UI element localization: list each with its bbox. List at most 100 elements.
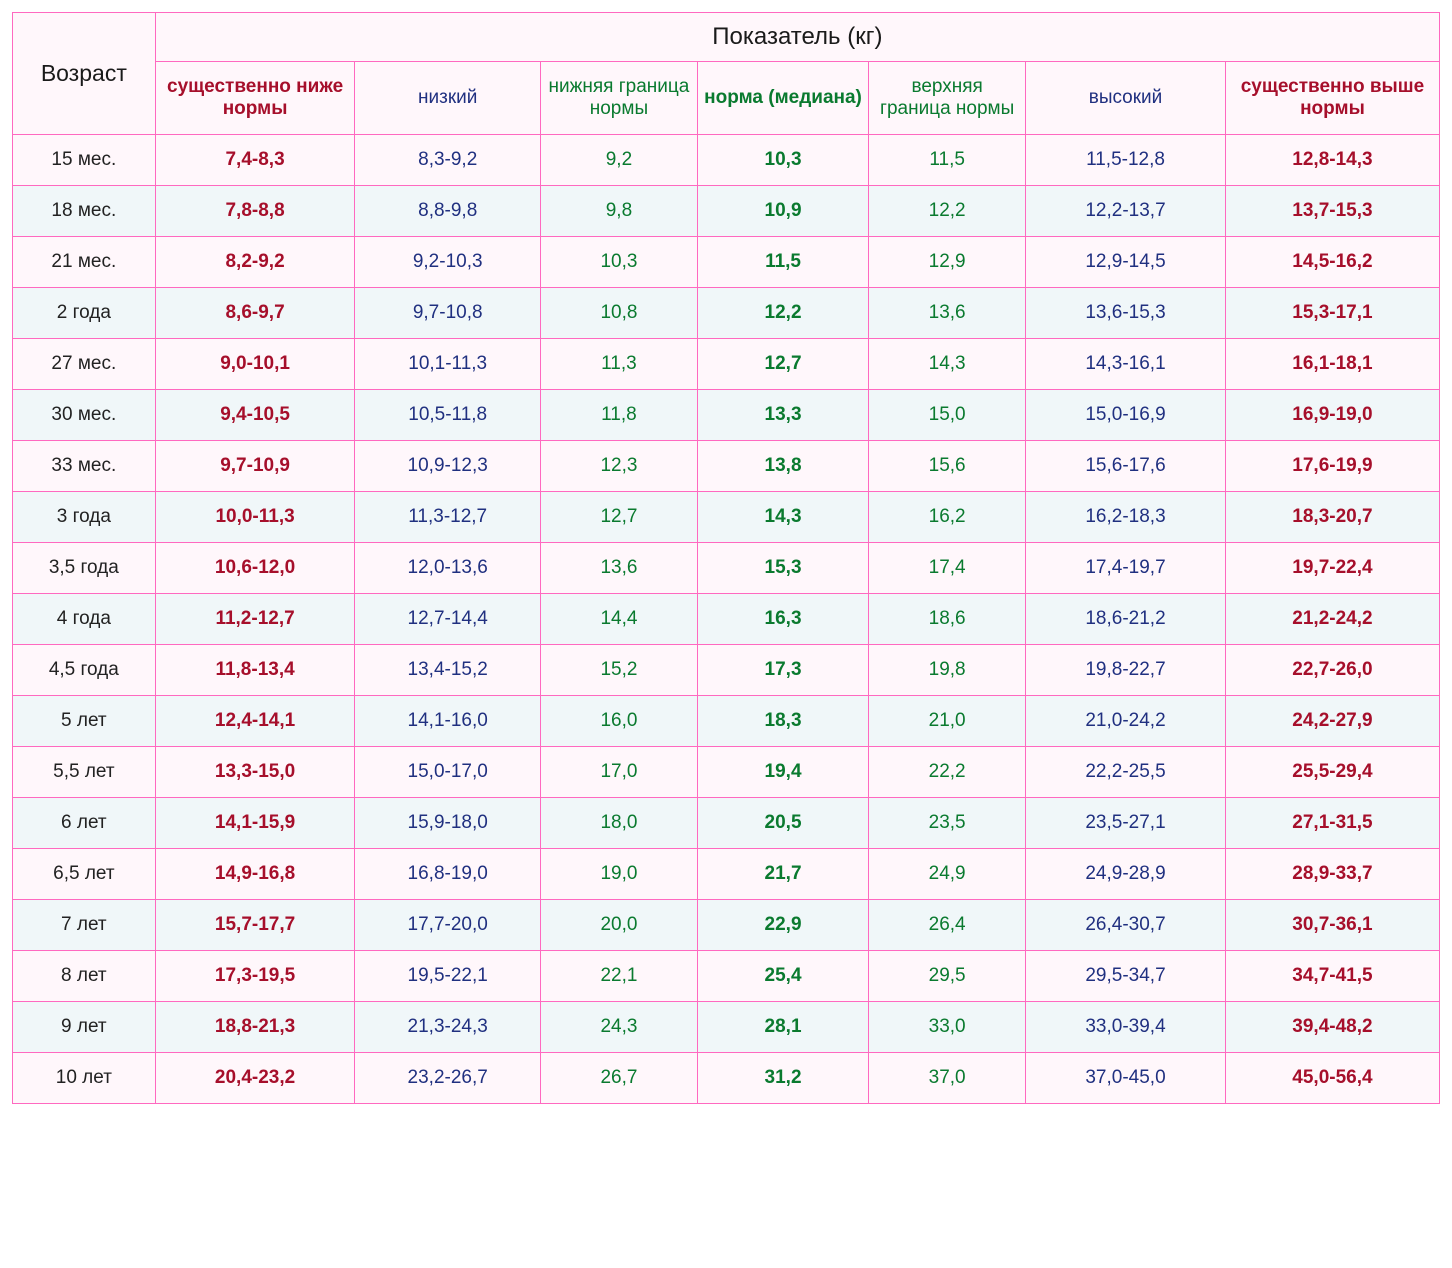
- cell-value: 20,0: [540, 900, 697, 951]
- cell-value: 13,3: [697, 390, 868, 441]
- cell-value: 9,7-10,9: [155, 441, 355, 492]
- cell-age: 4 года: [13, 594, 156, 645]
- table-row: 15 мес.7,4-8,38,3-9,29,210,311,511,5-12,…: [13, 135, 1440, 186]
- cell-value: 10,3: [697, 135, 868, 186]
- cell-value: 12,2-13,7: [1026, 186, 1226, 237]
- weight-by-age-table: Возраст Показатель (кг) существенно ниже…: [12, 12, 1440, 1104]
- cell-value: 10,5-11,8: [355, 390, 541, 441]
- cell-age: 3 года: [13, 492, 156, 543]
- cell-age: 10 лет: [13, 1053, 156, 1104]
- cell-age: 18 мес.: [13, 186, 156, 237]
- cell-value: 22,2: [869, 747, 1026, 798]
- table-body: 15 мес.7,4-8,38,3-9,29,210,311,511,5-12,…: [13, 135, 1440, 1104]
- cell-value: 37,0: [869, 1053, 1026, 1104]
- cell-value: 12,7: [540, 492, 697, 543]
- cell-value: 14,1-15,9: [155, 798, 355, 849]
- cell-value: 18,3: [697, 696, 868, 747]
- header-col-2: нижняя граница нормы: [540, 62, 697, 135]
- cell-value: 24,3: [540, 1002, 697, 1053]
- cell-value: 21,3-24,3: [355, 1002, 541, 1053]
- cell-age: 6,5 лет: [13, 849, 156, 900]
- header-col-3: норма (медиана): [697, 62, 868, 135]
- cell-value: 29,5-34,7: [1026, 951, 1226, 1002]
- cell-value: 10,3: [540, 237, 697, 288]
- cell-value: 45,0-56,4: [1225, 1053, 1439, 1104]
- cell-value: 15,0-17,0: [355, 747, 541, 798]
- header-col-1: низкий: [355, 62, 541, 135]
- cell-value: 11,8-13,4: [155, 645, 355, 696]
- cell-value: 12,7: [697, 339, 868, 390]
- cell-age: 6 лет: [13, 798, 156, 849]
- cell-age: 21 мес.: [13, 237, 156, 288]
- cell-value: 8,2-9,2: [155, 237, 355, 288]
- cell-value: 15,2: [540, 645, 697, 696]
- cell-value: 17,3-19,5: [155, 951, 355, 1002]
- table-row: 30 мес.9,4-10,510,5-11,811,813,315,015,0…: [13, 390, 1440, 441]
- cell-value: 21,7: [697, 849, 868, 900]
- cell-value: 18,3-20,7: [1225, 492, 1439, 543]
- cell-value: 15,9-18,0: [355, 798, 541, 849]
- cell-value: 33,0: [869, 1002, 1026, 1053]
- cell-value: 8,8-9,8: [355, 186, 541, 237]
- cell-value: 10,9: [697, 186, 868, 237]
- cell-value: 17,4-19,7: [1026, 543, 1226, 594]
- cell-value: 10,1-11,3: [355, 339, 541, 390]
- table-row: 3 года10,0-11,311,3-12,712,714,316,216,2…: [13, 492, 1440, 543]
- cell-age: 2 года: [13, 288, 156, 339]
- cell-value: 28,9-33,7: [1225, 849, 1439, 900]
- cell-age: 27 мес.: [13, 339, 156, 390]
- cell-value: 17,6-19,9: [1225, 441, 1439, 492]
- cell-value: 16,9-19,0: [1225, 390, 1439, 441]
- table-row: 6 лет14,1-15,915,9-18,018,020,523,523,5-…: [13, 798, 1440, 849]
- cell-value: 28,1: [697, 1002, 868, 1053]
- cell-value: 18,6-21,2: [1026, 594, 1226, 645]
- cell-value: 14,3: [869, 339, 1026, 390]
- cell-value: 12,2: [697, 288, 868, 339]
- cell-age: 3,5 года: [13, 543, 156, 594]
- cell-value: 37,0-45,0: [1026, 1053, 1226, 1104]
- cell-value: 13,8: [697, 441, 868, 492]
- cell-value: 18,6: [869, 594, 1026, 645]
- cell-value: 15,7-17,7: [155, 900, 355, 951]
- cell-value: 16,2-18,3: [1026, 492, 1226, 543]
- table-row: 5,5 лет13,3-15,015,0-17,017,019,422,222,…: [13, 747, 1440, 798]
- table-row: 3,5 года10,6-12,012,0-13,613,615,317,417…: [13, 543, 1440, 594]
- table-row: 27 мес.9,0-10,110,1-11,311,312,714,314,3…: [13, 339, 1440, 390]
- cell-value: 25,5-29,4: [1225, 747, 1439, 798]
- cell-value: 23,5-27,1: [1026, 798, 1226, 849]
- cell-value: 25,4: [697, 951, 868, 1002]
- cell-value: 19,0: [540, 849, 697, 900]
- cell-value: 9,0-10,1: [155, 339, 355, 390]
- cell-value: 27,1-31,5: [1225, 798, 1439, 849]
- cell-value: 16,1-18,1: [1225, 339, 1439, 390]
- cell-value: 13,4-15,2: [355, 645, 541, 696]
- table-row: 10 лет20,4-23,223,2-26,726,731,237,037,0…: [13, 1053, 1440, 1104]
- cell-value: 17,7-20,0: [355, 900, 541, 951]
- cell-value: 11,8: [540, 390, 697, 441]
- cell-value: 12,0-13,6: [355, 543, 541, 594]
- header-col-5: высокий: [1026, 62, 1226, 135]
- cell-value: 16,2: [869, 492, 1026, 543]
- cell-age: 4,5 года: [13, 645, 156, 696]
- cell-value: 11,3: [540, 339, 697, 390]
- cell-value: 23,2-26,7: [355, 1053, 541, 1104]
- cell-age: 9 лет: [13, 1002, 156, 1053]
- cell-value: 12,7-14,4: [355, 594, 541, 645]
- table-row: 18 мес.7,8-8,88,8-9,89,810,912,212,2-13,…: [13, 186, 1440, 237]
- table-row: 4 года11,2-12,712,7-14,414,416,318,618,6…: [13, 594, 1440, 645]
- table-header: Возраст Показатель (кг) существенно ниже…: [13, 13, 1440, 135]
- header-col-6: существенно выше нормы: [1225, 62, 1439, 135]
- cell-value: 15,6-17,6: [1026, 441, 1226, 492]
- cell-value: 24,9: [869, 849, 1026, 900]
- cell-age: 7 лет: [13, 900, 156, 951]
- cell-age: 5,5 лет: [13, 747, 156, 798]
- cell-value: 12,4-14,1: [155, 696, 355, 747]
- cell-value: 13,7-15,3: [1225, 186, 1439, 237]
- cell-value: 18,8-21,3: [155, 1002, 355, 1053]
- cell-value: 31,2: [697, 1053, 868, 1104]
- cell-value: 22,9: [697, 900, 868, 951]
- cell-value: 10,8: [540, 288, 697, 339]
- cell-value: 19,8: [869, 645, 1026, 696]
- cell-value: 22,1: [540, 951, 697, 1002]
- cell-value: 10,6-12,0: [155, 543, 355, 594]
